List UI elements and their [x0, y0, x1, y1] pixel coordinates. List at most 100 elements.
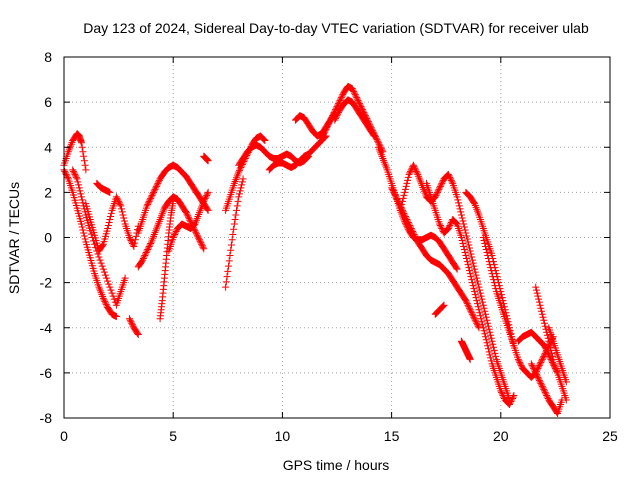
data-point: [482, 246, 490, 254]
data-point: [465, 303, 473, 311]
data-point: [487, 267, 495, 275]
data-point: [486, 351, 494, 359]
data-point: [144, 244, 152, 252]
data-point: [222, 278, 230, 286]
data-point: [332, 115, 340, 123]
data-point: [485, 348, 493, 356]
x-tick-label: 0: [60, 428, 68, 444]
data-point: [126, 315, 134, 323]
series-1: [60, 166, 120, 320]
data-point: [463, 255, 471, 263]
data-point: [406, 169, 414, 177]
data-point: [112, 312, 120, 320]
data-point: [323, 124, 331, 132]
data-point: [479, 298, 487, 306]
data-point: [515, 357, 523, 365]
data-point: [448, 178, 456, 186]
data-point: [483, 339, 491, 347]
data-point: [72, 172, 80, 180]
data-point: [485, 325, 493, 333]
data-point: [77, 139, 85, 147]
data-point: [324, 122, 332, 130]
data-point: [409, 227, 417, 235]
x-tick-label: 25: [602, 428, 618, 444]
data-point: [412, 166, 420, 174]
data-point: [80, 157, 88, 165]
data-point: [491, 349, 499, 357]
data-point: [463, 258, 471, 266]
data-point: [79, 226, 87, 234]
data-point: [144, 246, 152, 254]
data-point: [227, 246, 235, 254]
data-point: [182, 209, 190, 217]
data-point: [470, 262, 478, 270]
data-point: [153, 181, 161, 189]
x-tick-label: 15: [384, 428, 400, 444]
data-point: [171, 229, 179, 237]
data-point: [473, 297, 481, 305]
data-point: [106, 283, 114, 291]
data-point: [483, 249, 491, 257]
data-point: [479, 324, 487, 332]
y-tick-label: 0: [44, 230, 52, 246]
data-point: [468, 253, 476, 261]
data-point: [227, 241, 235, 249]
data-point: [391, 190, 399, 198]
data-point: [529, 363, 537, 371]
data-point: [538, 381, 546, 389]
data-point: [506, 399, 514, 407]
data-point: [193, 231, 201, 239]
data-point: [534, 292, 542, 300]
data-point: [184, 213, 192, 221]
data-point: [126, 235, 134, 243]
data-point: [203, 205, 211, 213]
data-point: [464, 261, 472, 269]
data-point: [484, 345, 492, 353]
data-point: [144, 200, 152, 208]
data-point: [331, 116, 339, 124]
data-point: [498, 291, 506, 299]
data-point: [121, 274, 129, 282]
data-point: [99, 265, 107, 273]
data-point: [471, 316, 479, 324]
data-point: [321, 127, 329, 135]
data-point: [96, 256, 104, 264]
data-point: [98, 262, 106, 270]
data-point: [391, 191, 399, 199]
data-point: [100, 296, 108, 304]
data-point: [412, 234, 420, 241]
data-point: [468, 276, 476, 284]
series-29: [532, 283, 557, 363]
data-point: [192, 230, 200, 238]
data-point: [477, 292, 485, 300]
data-point: [407, 223, 415, 231]
data-point: [353, 95, 361, 103]
data-point: [99, 294, 107, 302]
data-point: [147, 240, 155, 248]
data-point: [141, 252, 149, 260]
data-point: [104, 277, 112, 285]
data-point: [235, 193, 243, 201]
data-point: [508, 396, 516, 404]
data-point: [535, 361, 543, 369]
data-point: [120, 217, 128, 225]
data-point: [404, 218, 412, 226]
data-point: [232, 211, 240, 219]
data-point: [533, 372, 541, 380]
data-point: [73, 175, 81, 183]
data-point: [447, 176, 455, 184]
data-point: [69, 166, 77, 174]
data-point: [537, 304, 545, 312]
data-point: [373, 136, 381, 144]
data-point: [74, 178, 82, 186]
data-point: [152, 184, 160, 192]
data-point: [439, 303, 447, 311]
data-point: [148, 191, 156, 199]
data-point: [204, 206, 212, 214]
data-point: [406, 221, 414, 229]
series-13: [222, 175, 247, 291]
data-point: [527, 360, 535, 368]
data-point: [80, 229, 88, 237]
data-point: [506, 400, 514, 408]
data-point: [118, 208, 126, 216]
